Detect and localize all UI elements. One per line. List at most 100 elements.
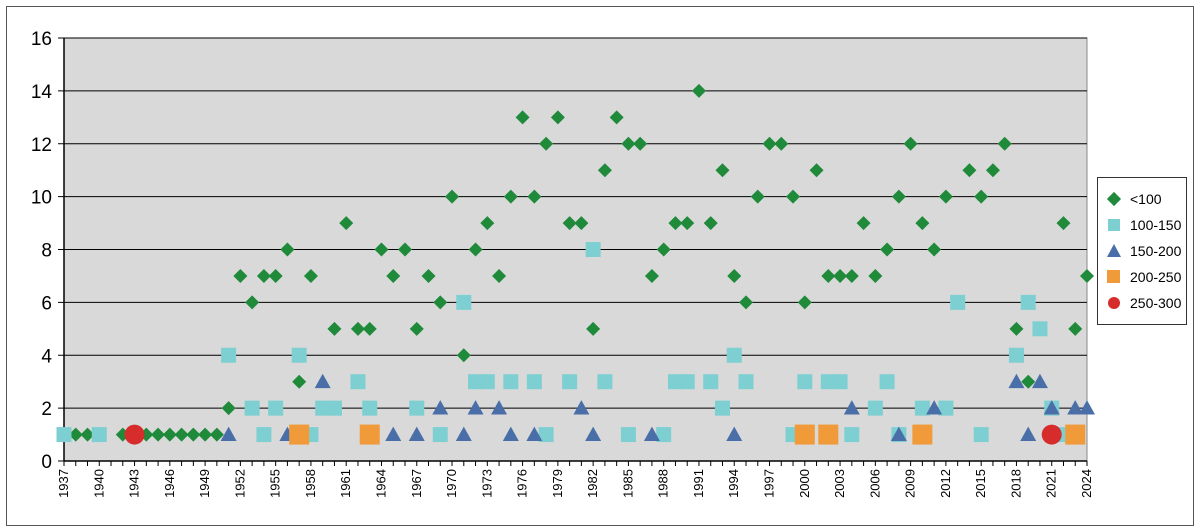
x-axis: 1937 1940 1943 1946 1949 1952 1955 1958 1961 1964… bbox=[56, 460, 1094, 498]
diamond-marker-icon bbox=[1106, 191, 1122, 207]
x-tick-label: 2009 bbox=[903, 469, 918, 498]
data-point-square bbox=[950, 294, 966, 310]
data-point-diamond bbox=[303, 268, 318, 283]
data-point-square bbox=[667, 374, 683, 390]
data-point-diamond bbox=[362, 321, 377, 336]
data-point-square-large bbox=[818, 424, 839, 445]
data-point-diamond bbox=[997, 136, 1012, 151]
y-tick-label: 0 bbox=[41, 452, 52, 473]
data-point-diamond bbox=[833, 268, 848, 283]
data-point-diamond bbox=[233, 268, 248, 283]
data-point-diamond bbox=[562, 216, 577, 231]
y-tick-label: 14 bbox=[31, 82, 53, 103]
data-point-diamond bbox=[574, 216, 589, 231]
data-point-triangle bbox=[890, 426, 907, 441]
data-point-square bbox=[867, 400, 883, 416]
data-point-diamond bbox=[68, 427, 83, 442]
x-tick-label: 1997 bbox=[762, 469, 777, 498]
data-point-triangle bbox=[643, 426, 660, 441]
data-point-square bbox=[844, 427, 860, 443]
y-tick-label: 12 bbox=[31, 135, 52, 156]
data-point-diamond bbox=[656, 242, 671, 257]
data-point-diamond bbox=[680, 216, 695, 231]
data-point-diamond bbox=[1021, 374, 1036, 389]
large-square-marker-icon bbox=[1106, 269, 1122, 285]
y-tick-label: 16 bbox=[31, 29, 52, 50]
data-point-square bbox=[679, 374, 695, 390]
x-tick-label: 1979 bbox=[550, 469, 565, 498]
data-point-triangle bbox=[220, 426, 237, 441]
data-point-diamond bbox=[985, 163, 1000, 178]
data-point-square-large bbox=[359, 424, 380, 445]
x-tick-label: 2012 bbox=[938, 469, 953, 498]
x-tick-label: 1943 bbox=[127, 469, 142, 498]
data-point-diamond bbox=[174, 427, 189, 442]
data-point-square bbox=[832, 374, 848, 390]
x-tick-label: 1985 bbox=[620, 469, 635, 498]
data-point-triangle bbox=[1031, 373, 1048, 389]
data-point-diamond bbox=[80, 427, 95, 442]
data-point-diamond bbox=[786, 189, 801, 204]
x-tick-label: 1949 bbox=[197, 469, 212, 498]
data-point-square bbox=[1008, 347, 1024, 363]
data-point-square bbox=[597, 374, 613, 390]
data-point-diamond bbox=[421, 268, 436, 283]
data-point-diamond bbox=[727, 268, 742, 283]
data-point-diamond bbox=[468, 242, 483, 257]
data-point-diamond bbox=[597, 163, 612, 178]
data-point-square-large bbox=[794, 424, 815, 445]
data-point-triangle bbox=[455, 426, 472, 441]
data-point-diamond bbox=[162, 427, 177, 442]
data-point-diamond bbox=[539, 136, 554, 151]
square-marker-icon bbox=[1106, 217, 1122, 233]
data-point-triangle bbox=[1020, 426, 1037, 441]
x-tick-label: 2000 bbox=[797, 469, 812, 498]
data-point-square bbox=[1020, 294, 1036, 310]
x-tick-label: 1955 bbox=[268, 469, 283, 498]
legend-label: 100-150 bbox=[1130, 217, 1182, 233]
x-tick-label: 1961 bbox=[338, 469, 353, 498]
data-point-diamond bbox=[962, 163, 977, 178]
data-point-square bbox=[562, 374, 578, 390]
data-point-diamond bbox=[691, 83, 706, 98]
data-point-diamond bbox=[974, 189, 989, 204]
data-point-square-large bbox=[912, 424, 933, 445]
circle-marker-icon bbox=[1106, 295, 1122, 311]
data-point-square bbox=[221, 347, 237, 363]
data-point-triangle bbox=[314, 373, 331, 389]
data-point-diamond bbox=[445, 189, 460, 204]
data-point-square bbox=[714, 400, 730, 416]
data-point-diamond bbox=[292, 374, 307, 389]
y-tick-label: 8 bbox=[41, 241, 52, 262]
y-tick-label: 6 bbox=[41, 293, 52, 314]
data-point-diamond bbox=[503, 189, 518, 204]
x-tick-label: 1991 bbox=[691, 469, 706, 498]
data-point-square bbox=[409, 400, 425, 416]
data-point-square bbox=[620, 427, 636, 443]
data-point-diamond bbox=[703, 216, 718, 231]
data-points bbox=[56, 83, 1095, 445]
data-point-diamond bbox=[739, 295, 753, 310]
data-point-square bbox=[538, 427, 554, 443]
legend-item-lt100: <100 bbox=[1106, 186, 1182, 212]
data-point-square bbox=[703, 374, 719, 390]
x-tick-label: 1940 bbox=[91, 469, 106, 498]
data-point-square bbox=[268, 400, 284, 416]
data-point-diamond bbox=[774, 136, 789, 151]
data-point-diamond bbox=[245, 295, 260, 310]
data-point-diamond bbox=[209, 427, 224, 442]
legend-label: 150-200 bbox=[1130, 243, 1182, 259]
x-tick-label: 1976 bbox=[515, 469, 530, 498]
data-point-diamond bbox=[609, 110, 624, 125]
data-point-diamond bbox=[409, 321, 424, 336]
data-point-diamond bbox=[1009, 321, 1024, 336]
data-point-triangle bbox=[385, 426, 402, 441]
data-point-diamond bbox=[927, 242, 942, 257]
data-point-circle bbox=[124, 424, 145, 445]
data-point-square bbox=[503, 374, 519, 390]
data-point-triangle bbox=[926, 400, 943, 415]
data-point-diamond bbox=[821, 268, 836, 283]
data-point-diamond bbox=[198, 427, 213, 442]
x-tick-label: 2003 bbox=[832, 469, 847, 498]
data-point-square bbox=[362, 400, 378, 416]
